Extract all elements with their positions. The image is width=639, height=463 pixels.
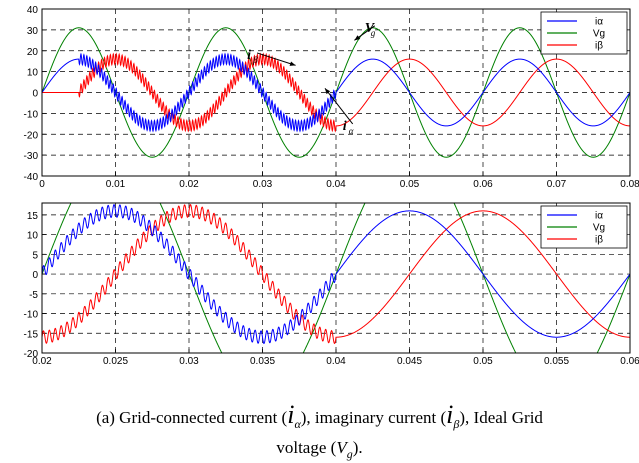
y-tick-label: -15 xyxy=(24,329,39,340)
caption-text-d: voltage ( xyxy=(276,438,337,457)
x-tick-label: 0.01 xyxy=(106,179,126,190)
y-tick-label: -20 xyxy=(24,130,39,141)
y-tick-label: 0 xyxy=(32,89,38,100)
y-tick-label: 20 xyxy=(27,47,39,58)
caption-line-1: (a) Grid-connected current (iα), imagina… xyxy=(0,402,639,432)
caption-i-alpha-symbol: i xyxy=(287,400,295,429)
x-tick-label: 0 xyxy=(39,179,45,190)
series-group xyxy=(42,203,630,353)
x-tick-label: 0.08 xyxy=(620,179,639,190)
y-tick-label: 0 xyxy=(32,270,38,281)
series-line-ibeta xyxy=(42,52,630,133)
top-chart: 0 0.01 0.02 0.03 0.04 0.05 0.06 0.07 0.08 40 30 20 1… xyxy=(24,5,639,190)
series-group xyxy=(42,27,630,158)
annotation-symbol: V xyxy=(365,21,376,36)
x-tick-label: 0.07 xyxy=(547,179,567,190)
annotation-arrowhead xyxy=(324,88,331,95)
x-tick-label: 0.05 xyxy=(400,179,420,190)
x-tick-label: 0.04 xyxy=(326,356,346,367)
bottom-chart: 0.02 0.025 0.03 0.035 0.04 0.045 0.05 0.055 0.06… xyxy=(24,202,639,367)
caption-beta-subscript: β xyxy=(453,417,460,431)
y-tick-label: 10 xyxy=(27,68,39,79)
caption-text-c: ), Ideal Grid xyxy=(459,408,543,427)
annotation-arrow xyxy=(324,88,354,125)
x-tick-label: 0.045 xyxy=(397,356,422,367)
y-tick-label: -10 xyxy=(24,109,39,120)
x-tick-label: 0.05 xyxy=(473,356,493,367)
caption-text-a: (a) Grid-connected current ( xyxy=(96,408,288,427)
caption-line-2: voltage (Vg). xyxy=(0,438,639,462)
annotation-arrowhead xyxy=(354,35,361,41)
y-tick-label: -40 xyxy=(24,172,39,183)
y-tick-label: 40 xyxy=(27,5,39,16)
caption-text-b: ), imaginary current ( xyxy=(300,408,447,427)
x-tick-label: 0.025 xyxy=(103,356,128,367)
series-line-ialpha xyxy=(42,52,630,133)
x-tick-label: 0.02 xyxy=(179,179,199,190)
series-line-ibeta xyxy=(42,203,630,345)
annotation-arrowhead xyxy=(289,61,296,66)
caption-alpha-subscript: α xyxy=(294,417,301,431)
series-line-ialpha xyxy=(42,203,630,345)
y-tick-label: 10 xyxy=(27,231,39,242)
legend-label-ibeta: iβ xyxy=(595,235,603,246)
legend-box xyxy=(540,11,628,55)
plot-frame xyxy=(41,202,631,354)
y-tick-label: 15 xyxy=(27,211,39,222)
legend-label-ialpha: iα xyxy=(595,17,603,28)
legend-label-vg: Vg xyxy=(593,29,605,40)
y-tick-label: 30 xyxy=(27,26,39,37)
x-tick-label: 0.04 xyxy=(326,179,346,190)
x-tick-label: 0.03 xyxy=(253,179,273,190)
y-tick-label: -10 xyxy=(24,310,39,321)
annotation-subscript: g xyxy=(371,28,376,38)
legend-label-ibeta: iβ xyxy=(595,41,603,52)
annotation-symbol: i xyxy=(343,119,347,134)
x-tick-label: 0.055 xyxy=(544,356,569,367)
annotation-arrow xyxy=(256,52,296,66)
caption-text-e: ). xyxy=(352,438,363,457)
y-tick-label: -5 xyxy=(29,290,38,301)
x-tick-label: 0.06 xyxy=(620,356,639,367)
y-tick-label: 5 xyxy=(32,250,38,261)
legend-label-ialpha: iα xyxy=(595,211,603,222)
caption-g-subscript: g xyxy=(346,447,353,461)
annotation-subscript: α xyxy=(349,126,354,136)
legend-label-vg: Vg xyxy=(593,223,605,234)
y-tick-label: -30 xyxy=(24,151,39,162)
caption-i-beta-symbol: i xyxy=(446,400,454,429)
annotation-symbol: i xyxy=(247,48,251,63)
x-tick-label: 0.03 xyxy=(179,356,199,367)
annotation-subscript: β xyxy=(252,55,258,65)
caption-v-symbol: V xyxy=(336,438,347,457)
x-tick-label: 0.035 xyxy=(250,356,275,367)
x-tick-label: 0.02 xyxy=(32,356,52,367)
x-tick-label: 0.06 xyxy=(473,179,493,190)
plot-frame xyxy=(41,8,631,177)
y-tick-label: -20 xyxy=(24,349,39,360)
